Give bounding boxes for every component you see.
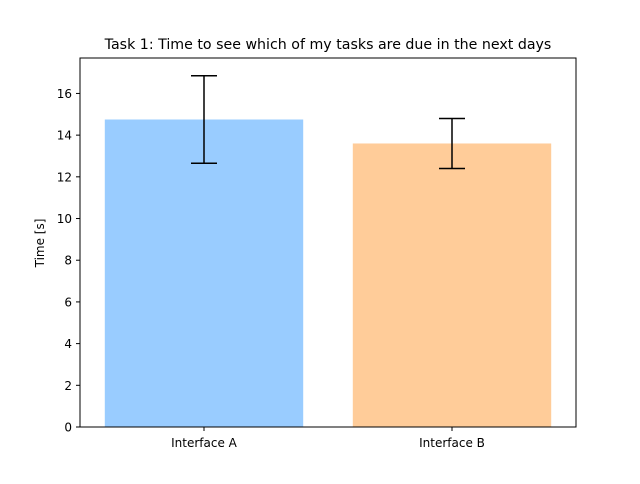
error-bar-interface-a	[191, 74, 217, 165]
bar-group	[104, 119, 552, 427]
bar-interface-b	[352, 143, 552, 427]
y-axis-label: Time [s]	[33, 219, 47, 269]
error-bar-interface-b	[439, 117, 465, 170]
y-tick-label: 6	[64, 295, 72, 309]
y-tick-label: 14	[57, 129, 72, 143]
chart-title: Task 1: Time to see which of my tasks ar…	[104, 37, 552, 53]
x-tick-label: Interface A	[171, 436, 238, 450]
y-tick-label: 16	[57, 87, 72, 101]
x-axis: Interface A Interface B	[171, 427, 485, 450]
plot-frame	[79, 57, 577, 428]
y-tick-label: 0	[64, 421, 72, 435]
error-bar-group	[191, 74, 465, 170]
x-tick-label: Interface B	[419, 436, 485, 450]
y-tick-label: 4	[64, 337, 72, 351]
y-tick-label: 12	[57, 170, 72, 184]
y-axis: 0 2 4 6 8 10 12 14 16	[57, 87, 80, 435]
y-tick-label: 2	[64, 379, 72, 393]
y-tick-label: 10	[57, 212, 72, 226]
y-tick-label: 8	[64, 254, 72, 268]
bar-interface-a	[104, 119, 304, 427]
